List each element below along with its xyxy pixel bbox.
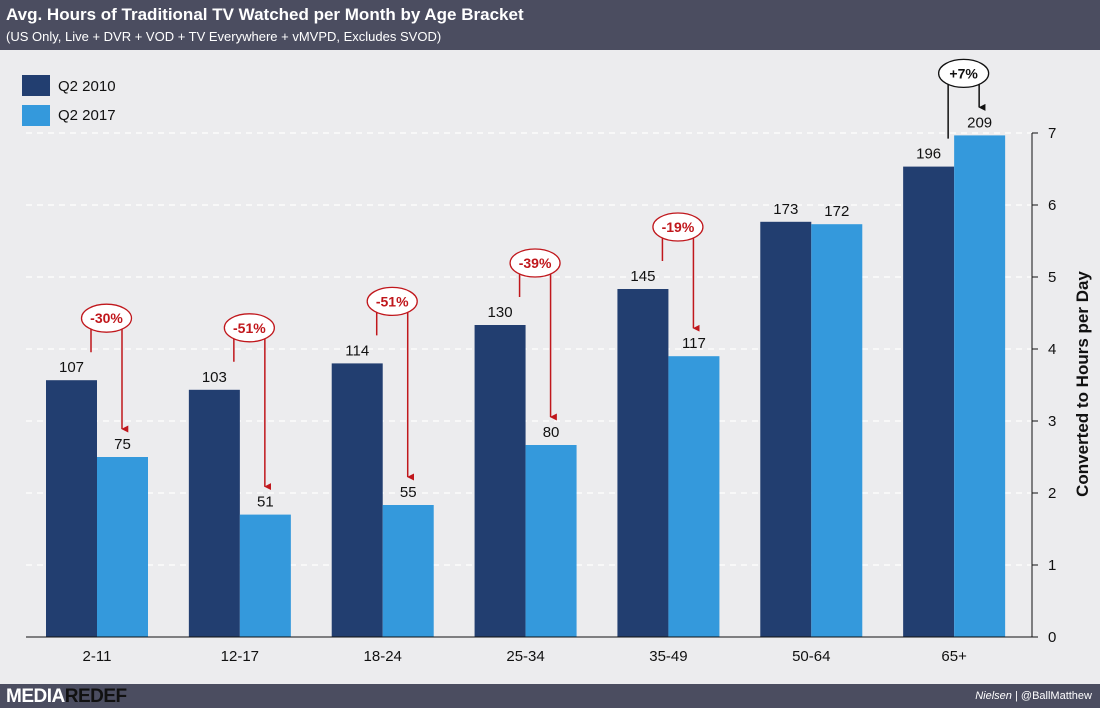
- credit-separator: |: [1014, 690, 1018, 702]
- change-bubble: [652, 212, 704, 242]
- bar-q2-2010: [188, 389, 240, 637]
- y-tick-label: 1: [1048, 557, 1056, 574]
- data-label-q2-2010: 145: [630, 268, 655, 285]
- bar-q2-2010: [46, 380, 97, 637]
- brand-media: MEDIA: [6, 686, 65, 707]
- data-label-q2-2017: 80: [543, 424, 560, 441]
- data-label-q2-2017: 75: [114, 436, 131, 453]
- y-tick-label: 5: [1048, 269, 1056, 286]
- category-label: 35-49: [649, 648, 687, 665]
- change-annotation: -51%: [366, 286, 418, 481]
- chart-title: Avg. Hours of Traditional TV Watched per…: [6, 5, 524, 24]
- category-label: 50-64: [792, 648, 830, 665]
- category-label: 12-17: [221, 648, 259, 665]
- bar-q2-2017: [668, 356, 720, 637]
- y-tick-label: 6: [1048, 197, 1056, 214]
- bar-q2-2010: [331, 363, 383, 637]
- change-annotation: +7%: [937, 58, 990, 139]
- title-bar: Avg. Hours of Traditional TV Watched per…: [0, 0, 1100, 50]
- data-labels: 107 75 2-11 103 51 12-17 114 55 18-24 130 80 25-34 1…: [59, 114, 992, 665]
- legend-swatch-q2-2017: [22, 105, 50, 126]
- data-label-q2-2017: 172: [824, 203, 849, 220]
- brand-logo: MEDIAREDEF: [6, 686, 127, 708]
- data-label-q2-2010: 196: [916, 146, 941, 163]
- author-handle: @BallMatthew: [1020, 690, 1092, 702]
- category-label: 65+: [941, 648, 967, 665]
- bar-q2-2017: [382, 505, 434, 637]
- y-tick-label: 0: [1048, 629, 1056, 646]
- category-label: 2-11: [83, 648, 112, 665]
- y-tick-label: 2: [1048, 485, 1056, 502]
- change-label: -19%: [662, 219, 695, 235]
- bar-q2-2017: [97, 457, 148, 637]
- data-label-q2-2010: 114: [345, 342, 369, 359]
- bar-q2-2010: [903, 166, 955, 637]
- data-label-q2-2010: 173: [773, 201, 798, 218]
- source-name: Nielsen: [975, 690, 1012, 702]
- data-label-q2-2010: 103: [202, 369, 227, 386]
- change-label: -39%: [519, 255, 552, 271]
- change-annotation: -51%: [223, 313, 276, 491]
- legend-swatch-q2-2010: [22, 75, 50, 96]
- change-bubble: [80, 303, 133, 333]
- change-bubble: [223, 313, 276, 343]
- bar-q2-2017: [239, 514, 291, 637]
- category-label: 18-24: [364, 648, 402, 665]
- data-label-q2-2010: 130: [488, 304, 513, 321]
- change-label: +7%: [949, 65, 978, 81]
- legend: Q2 2010 Q2 2017: [22, 75, 116, 126]
- change-bubble: [366, 286, 418, 317]
- legend-label-q2-2017: Q2 2017: [58, 107, 116, 124]
- bar-q2-2010: [617, 289, 669, 637]
- change-label: -30%: [90, 310, 123, 326]
- bar-q2-2010: [474, 325, 526, 637]
- change-label: -51%: [376, 293, 409, 309]
- y-tick-label: 4: [1048, 341, 1056, 358]
- data-label-q2-2017: 51: [257, 494, 274, 511]
- bar-chart: 0 1 2 3 4 5 6 7 107 75 2-11 103 51 12-17 114 55 18-24 13…: [22, 58, 1092, 665]
- y-tick-label: 3: [1048, 413, 1056, 430]
- change-annotation: -30%: [80, 303, 133, 433]
- bar-q2-2017: [954, 135, 1006, 637]
- chart-subtitle: (US Only, Live + DVR + VOD + TV Everywhe…: [6, 29, 442, 44]
- brand-redef: REDEF: [64, 686, 127, 707]
- change-annotation: -39%: [509, 248, 561, 421]
- change-bubble: [509, 248, 561, 278]
- category-label: 25-34: [506, 648, 544, 665]
- y-axis-title: Converted to Hours per Day: [1073, 271, 1092, 497]
- bar-q2-2017: [811, 224, 863, 637]
- legend-label-q2-2010: Q2 2010: [58, 78, 116, 95]
- y-axis: 0 1 2 3 4 5 6 7: [26, 125, 1056, 646]
- footer-bar: MEDIAREDEF Nielsen | @BallMatthew: [0, 684, 1100, 708]
- change-annotation: -19%: [652, 212, 704, 332]
- data-label-q2-2017: 117: [682, 335, 706, 352]
- data-label-q2-2017: 55: [400, 484, 417, 501]
- bars: [46, 135, 1006, 638]
- bar-q2-2010: [760, 221, 812, 638]
- y-tick-label: 7: [1048, 125, 1056, 142]
- data-label-q2-2017: 209: [967, 114, 992, 131]
- data-label-q2-2010: 107: [59, 359, 84, 376]
- change-label: -51%: [233, 320, 266, 336]
- source-credit: Nielsen | @BallMatthew: [975, 690, 1092, 702]
- change-annotations: -30% -51% -51% -39% -19% +7%: [80, 58, 990, 491]
- change-bubble: [937, 58, 990, 89]
- bar-q2-2017: [525, 445, 577, 637]
